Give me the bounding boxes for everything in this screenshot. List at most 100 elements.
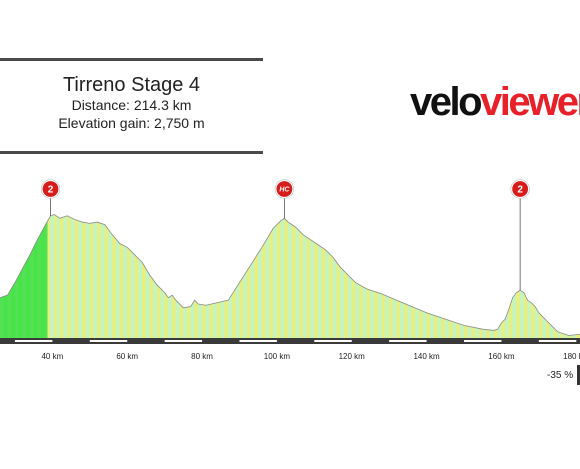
profile-segment [478, 328, 483, 339]
profile-segment [97, 221, 102, 339]
profile-segment [467, 325, 472, 339]
profile-segment [422, 310, 427, 339]
profile-segment [194, 299, 199, 339]
profile-segment [486, 329, 491, 339]
profile-segment [220, 300, 225, 339]
profile-segment [209, 303, 214, 339]
profile-segment [433, 315, 439, 339]
profile-segment [93, 221, 98, 339]
profile-segment [355, 282, 360, 339]
profile-segment [22, 261, 27, 339]
profile-segment [3, 294, 8, 339]
profile-segment [351, 278, 356, 339]
x-tick-label: 40 km [41, 352, 63, 361]
profile-segment [198, 303, 203, 339]
profile-segment [441, 317, 446, 339]
distance-axis: 40 km 60 km 80 km 100 km 120 km 140 km 160 km 1… [0, 338, 580, 361]
profile-segment [512, 292, 517, 339]
profile-segment [291, 224, 296, 339]
profile-segment [63, 215, 68, 339]
distance-bar-stripe [164, 340, 203, 342]
profile-segment [516, 289, 521, 339]
climb-category-badge [511, 179, 530, 199]
profile-segment [314, 241, 319, 339]
profile-segment [25, 254, 31, 339]
profile-segment [254, 252, 259, 339]
profile-segment [276, 220, 281, 339]
profile-segment [287, 221, 293, 339]
profile-segment [160, 288, 165, 339]
profile-segment [482, 328, 487, 339]
profile-segment [280, 217, 285, 339]
profile-segment [70, 217, 76, 339]
profile-segment [489, 329, 495, 339]
profile-segment [14, 275, 19, 339]
profile-segment [186, 306, 192, 339]
profile-segment [456, 322, 461, 339]
profile-segment [243, 270, 248, 339]
profile-segment [29, 247, 34, 339]
profile-segment [37, 232, 42, 339]
profile-segment [519, 289, 525, 339]
elevation-profile-chart: 40 km 60 km 80 km 100 km 120 km 140 km 160 km 1… [0, 179, 580, 361]
profile-segment [306, 236, 311, 339]
profile-segment [33, 239, 38, 339]
distance-bar-stripe [239, 340, 277, 342]
profile-segment [377, 292, 382, 339]
gradient-legend-bar [577, 365, 580, 385]
climb-category-label: 2 [517, 185, 523, 196]
profile-segment [411, 306, 416, 339]
distance-bar-stripe [464, 340, 502, 342]
stage-info-box: Tirreno Stage 4 Distance: 214.3 km Eleva… [0, 58, 263, 154]
climb-markers: 2 HC 2 [40, 179, 530, 291]
profile-segment [329, 253, 334, 339]
stage-title: Tirreno Stage 4 [62, 74, 201, 96]
profile-segment [50, 214, 55, 339]
profile-segment [123, 245, 128, 339]
profile-segment [130, 250, 135, 339]
distance-bar-stripe [389, 340, 427, 342]
gradient-legend-min-label: -35 % [547, 370, 574, 381]
x-tick-label: 180 km [563, 352, 580, 361]
profile-segment [388, 296, 394, 339]
profile-segment [272, 224, 278, 339]
profile-segment [302, 234, 308, 339]
x-tick-label: 60 km [116, 352, 138, 361]
profile-segment [78, 220, 83, 339]
profile-segment [175, 299, 180, 339]
profile-segment [269, 227, 274, 339]
profile-segment [156, 284, 162, 339]
profile-segment [115, 238, 120, 339]
profile-segment [246, 264, 251, 339]
profile-segment [47, 215, 51, 339]
profile-segment [344, 270, 349, 339]
profile-segment [205, 304, 210, 339]
profile-segment [18, 268, 23, 339]
profile-segment [11, 281, 16, 339]
profile-segment [426, 312, 431, 339]
profile-segment [310, 239, 315, 339]
profile-segment [332, 256, 337, 339]
profile-segment [265, 233, 270, 339]
profile-segment [418, 309, 424, 339]
profile-segment [112, 234, 117, 339]
profile-segment [527, 299, 532, 339]
profile-segment [0, 296, 4, 339]
profile-segment [452, 321, 457, 339]
profile-segment [370, 289, 375, 339]
stage-distance: Distance: 214.3 km [71, 97, 192, 113]
profile-segment [430, 313, 435, 339]
x-tick-label: 80 km [191, 352, 213, 361]
profile-segment [347, 274, 352, 339]
profile-segment [460, 323, 465, 339]
x-tick-label: 140 km [413, 352, 440, 361]
profile-segment [119, 243, 124, 339]
profile-segment [44, 220, 48, 339]
climb-category-badge-ring [510, 179, 530, 199]
profile-segment [403, 303, 409, 339]
climb-category-label: 2 [48, 185, 54, 196]
profile-segment [171, 294, 177, 339]
profile-segment [40, 225, 46, 339]
profile-segment [67, 215, 72, 339]
profile-segment [201, 304, 207, 339]
